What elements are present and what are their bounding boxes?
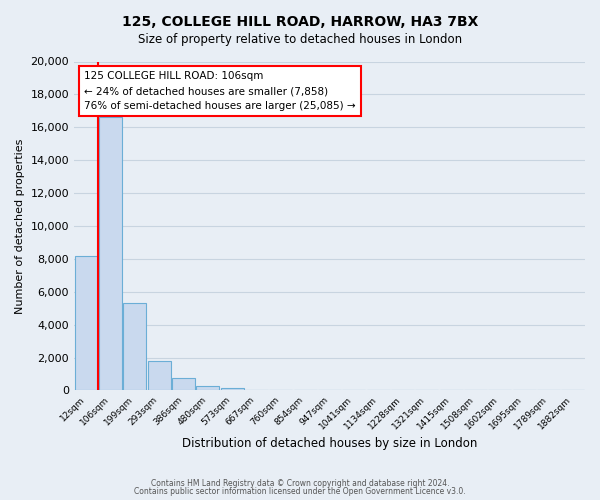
Bar	[99, 118, 122, 390]
Bar	[172, 378, 195, 390]
Bar	[221, 388, 244, 390]
Text: Contains public sector information licensed under the Open Government Licence v3: Contains public sector information licen…	[134, 487, 466, 496]
Text: 125, COLLEGE HILL ROAD, HARROW, HA3 7BX: 125, COLLEGE HILL ROAD, HARROW, HA3 7BX	[122, 15, 478, 29]
Bar	[196, 386, 220, 390]
X-axis label: Distribution of detached houses by size in London: Distribution of detached houses by size …	[182, 437, 477, 450]
Text: 125 COLLEGE HILL ROAD: 106sqm
← 24% of detached houses are smaller (7,858)
76% o: 125 COLLEGE HILL ROAD: 106sqm ← 24% of d…	[84, 72, 356, 111]
Bar	[74, 256, 98, 390]
Bar	[148, 361, 171, 390]
Text: Size of property relative to detached houses in London: Size of property relative to detached ho…	[138, 32, 462, 46]
Bar	[124, 304, 146, 390]
Y-axis label: Number of detached properties: Number of detached properties	[15, 138, 25, 314]
Text: Contains HM Land Registry data © Crown copyright and database right 2024.: Contains HM Land Registry data © Crown c…	[151, 478, 449, 488]
